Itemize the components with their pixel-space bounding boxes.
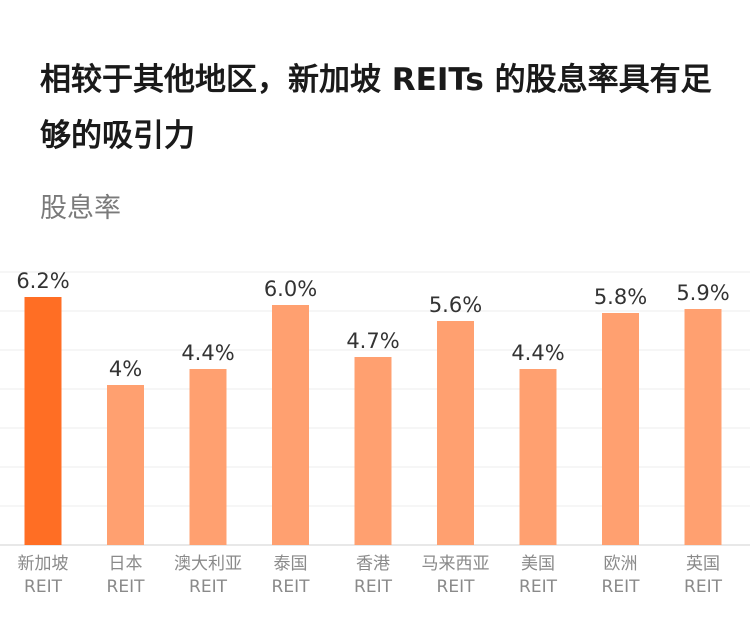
chart-title: 相较于其他地区，新加坡 REITs 的股息率具有足够的吸引力 (40, 62, 712, 154)
category-label: 泰国 (274, 554, 308, 574)
value-label: 5.6% (429, 293, 482, 317)
category-label-suffix: REIT (602, 577, 641, 597)
value-label: 4.4% (511, 341, 564, 365)
value-labels: 6.2% 4% 4.4% 6.0% 4.7% 5.6% 4.4% 5.8% 5.9% (16, 269, 729, 381)
category-label: 日本 (109, 554, 143, 574)
value-label: 6.0% (264, 277, 317, 301)
bar (519, 369, 557, 545)
category-label-suffix: REIT (437, 577, 476, 597)
category-label: 英国 (686, 554, 720, 574)
value-label: 4.4% (181, 341, 234, 365)
bar (684, 309, 722, 545)
bar (24, 297, 62, 545)
bar (272, 305, 309, 545)
bar (189, 369, 227, 545)
category-label: 欧洲 (604, 554, 638, 574)
value-label: 4.7% (346, 329, 399, 353)
value-label: 5.8% (594, 285, 647, 309)
category-label-suffix: REIT (24, 577, 63, 597)
chart-subtitle: 股息率 (40, 193, 121, 224)
category-label: 新加坡 (18, 554, 69, 574)
value-label: 6.2% (16, 269, 69, 293)
category-label: 美国 (521, 554, 555, 574)
category-label-suffix: REIT (189, 577, 228, 597)
category-labels: 新加坡 REIT 日本 REIT 澳大利亚 REIT 泰国 REIT 香港 REIT 马来西亚 REI… (18, 554, 723, 597)
category-label: 澳大利亚 (174, 554, 242, 574)
bar (437, 321, 474, 545)
bar (354, 357, 392, 545)
value-label: 4% (109, 357, 142, 381)
bar (602, 313, 639, 545)
category-label: 马来西亚 (422, 554, 490, 574)
bars (24, 297, 722, 545)
value-label: 5.9% (676, 281, 729, 305)
category-label-suffix: REIT (684, 577, 723, 597)
category-label-suffix: REIT (519, 577, 558, 597)
category-label-suffix: REIT (107, 577, 146, 597)
category-label-suffix: REIT (272, 577, 311, 597)
bar (107, 385, 144, 545)
category-label: 香港 (356, 554, 390, 574)
category-label-suffix: REIT (354, 577, 393, 597)
